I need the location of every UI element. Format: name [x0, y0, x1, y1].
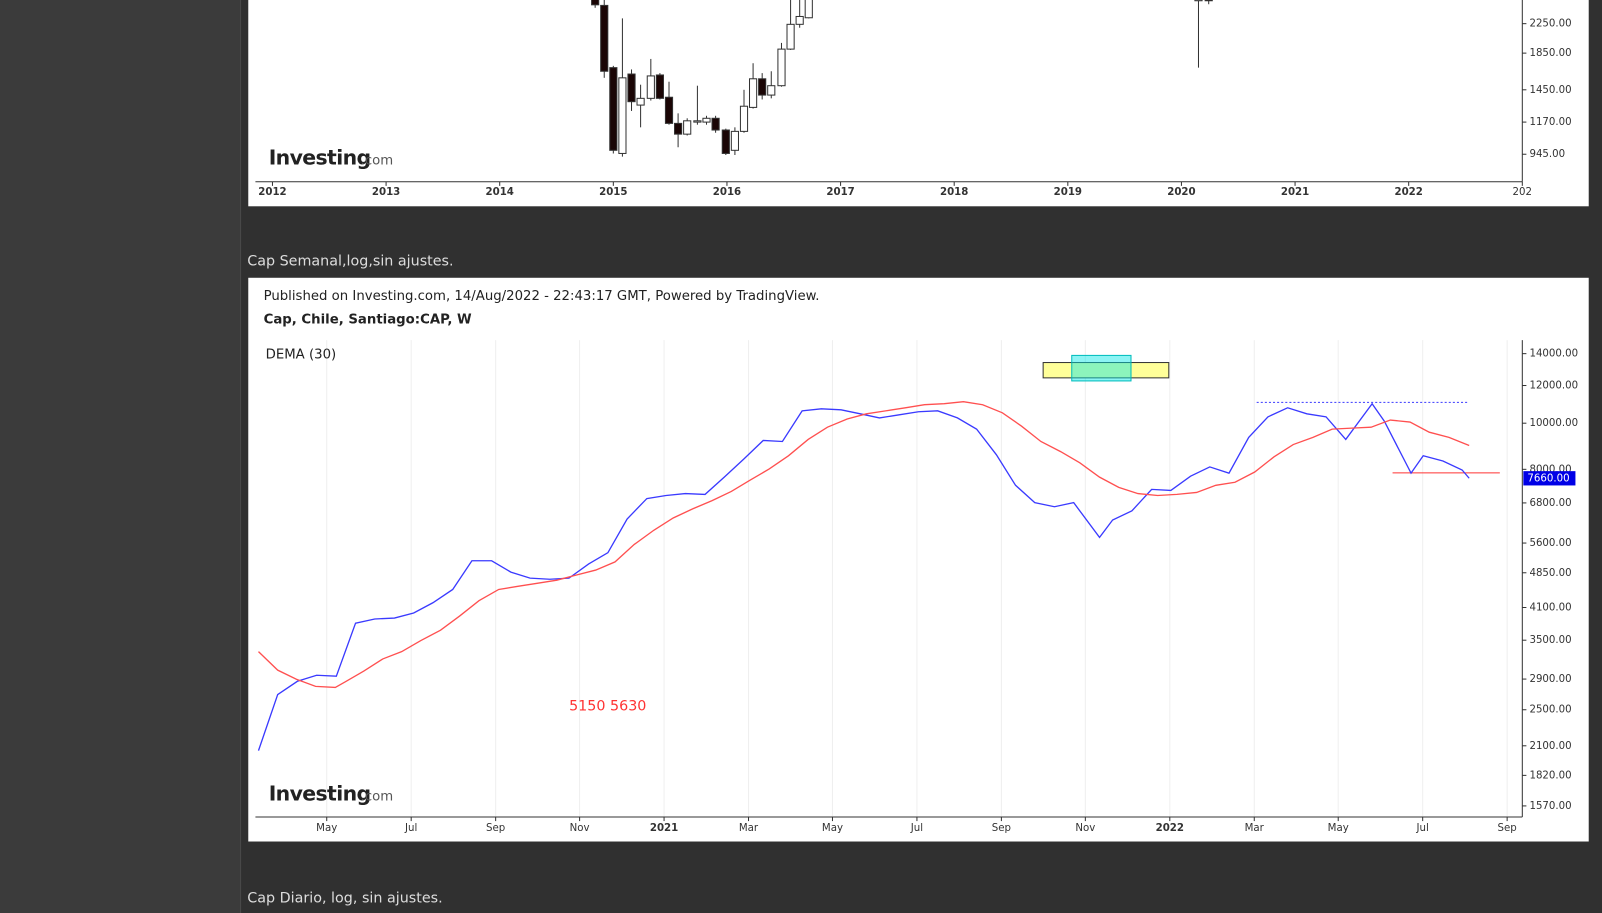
candle-body — [795, 15, 804, 25]
y-tick-label: 2100.00 — [1529, 741, 1571, 752]
x-tick-label: 202 — [1513, 187, 1532, 198]
x-tick-label: 2020 — [1167, 187, 1195, 198]
candle-body — [627, 73, 636, 103]
candle-body — [600, 4, 609, 72]
candle-body — [777, 48, 786, 87]
candle-body — [1204, 0, 1213, 2]
chart-title: Cap, Chile, Santiago:CAP, W — [264, 313, 472, 328]
x-tick-label: Jul — [1416, 823, 1429, 834]
candle-body — [618, 77, 627, 154]
candle-body — [702, 117, 711, 123]
candle-body — [786, 23, 795, 50]
caption: Cap Diario, log, sin ajustes. — [247, 891, 442, 907]
y-tick-label: 4850.00 — [1529, 568, 1571, 579]
y-tick-label: 10000.00 — [1529, 418, 1578, 429]
drawing-rectangle — [1042, 362, 1170, 379]
candle-body — [721, 129, 730, 154]
x-tick-label: Sep — [1498, 823, 1517, 834]
plot-area — [257, 400, 1470, 751]
candle-body — [758, 78, 767, 96]
candle-body — [711, 117, 720, 131]
logo: Investing — [269, 145, 371, 169]
axes: 2250.00 1850.00 1450.00 1170.00 945.00 2012 20… — [258, 19, 1571, 198]
published-note: Published on Investing.com, 14/Aug/2022 … — [264, 289, 820, 304]
x-tick-label: Sep — [992, 823, 1011, 834]
legend-label: DEMA (30) — [266, 347, 337, 362]
x-tick-label: Nov — [1075, 823, 1095, 834]
y-tick-label: 8000.00 — [1529, 464, 1571, 475]
candle-body — [767, 85, 776, 96]
candle-body — [636, 97, 645, 106]
candle-body — [730, 130, 739, 151]
x-tick-label: 2014 — [486, 187, 514, 198]
candle-body — [591, 0, 600, 6]
y-tick-label: 1820.00 — [1529, 770, 1571, 781]
x-tick-label: 2022 — [1394, 187, 1422, 198]
x-tick-label: 2016 — [713, 187, 741, 198]
x-tick-label: 2021 — [1281, 187, 1309, 198]
logo: Investing — [269, 782, 371, 806]
candle-body — [674, 122, 683, 135]
y-tick-label: 6800.00 — [1529, 498, 1571, 509]
logo-suffix: .com — [361, 153, 394, 168]
y-tick-label: 14000.00 — [1529, 349, 1578, 360]
x-tick-label: 2021 — [650, 823, 678, 834]
y-tick-label: 1850.00 — [1529, 48, 1571, 59]
price-tag-label: 7660.00 — [1527, 473, 1569, 484]
y-tick-label: 2500.00 — [1529, 705, 1571, 716]
x-tick-label: Jul — [910, 823, 923, 834]
grid — [326, 340, 1508, 818]
candle-body — [693, 120, 702, 123]
y-tick-label: 4100.00 — [1529, 602, 1571, 613]
y-tick-label: 5600.00 — [1529, 538, 1571, 549]
candle-body — [739, 105, 749, 132]
candle-body — [646, 75, 655, 99]
annotation: 5150 5630 — [569, 699, 646, 715]
candle-body — [664, 96, 674, 124]
x-tick-label: 2015 — [599, 187, 627, 198]
x-tick-label: 2022 — [1156, 823, 1184, 834]
x-tick-label: Mar — [739, 823, 759, 834]
y-tick-label: 2250.00 — [1529, 19, 1571, 30]
y-tick-label: 12000.00 — [1529, 381, 1578, 392]
x-tick-label: 2013 — [372, 187, 400, 198]
y-tick-label: 945.00 — [1529, 149, 1565, 160]
logo-suffix: .com — [361, 790, 394, 805]
candle-body — [1194, 0, 1203, 2]
y-tick-label: 1570.00 — [1529, 801, 1571, 812]
x-tick-label: Sep — [486, 823, 505, 834]
caption: Cap Semanal,log,sin ajustes. — [247, 253, 453, 269]
y-tick-label: 1170.00 — [1529, 117, 1571, 128]
price-tag — [1523, 471, 1576, 486]
axes: 14000.00 12000.00 10000.00 8000.00 6800.00 56… — [316, 349, 1578, 835]
chart-panel — [248, 0, 1589, 207]
line-series — [257, 402, 1470, 751]
candle-body — [609, 67, 618, 151]
drawing-rectangle — [1071, 354, 1132, 382]
x-tick-label: 2017 — [826, 187, 854, 198]
candle-body — [683, 120, 692, 135]
x-tick-label: Jul — [404, 823, 417, 834]
x-tick-label: 2018 — [940, 187, 968, 198]
y-tick-label: 1450.00 — [1529, 85, 1571, 96]
candle-body — [804, 0, 813, 19]
x-tick-label: Nov — [570, 823, 590, 834]
plot-area — [591, 0, 1213, 157]
x-tick-label: May — [316, 823, 337, 834]
candle-body — [655, 74, 665, 99]
x-tick-label: May — [822, 823, 843, 834]
x-tick-label: 2012 — [258, 187, 286, 198]
x-tick-label: May — [1328, 823, 1349, 834]
line-series — [258, 400, 1470, 689]
y-tick-label: 3500.00 — [1529, 635, 1571, 646]
x-tick-label: Mar — [1245, 823, 1265, 834]
sidebar — [0, 0, 241, 913]
candle-body — [748, 78, 758, 108]
x-tick-label: 2019 — [1054, 187, 1082, 198]
chart-panel — [248, 277, 1589, 842]
y-tick-label: 2900.00 — [1529, 674, 1571, 685]
